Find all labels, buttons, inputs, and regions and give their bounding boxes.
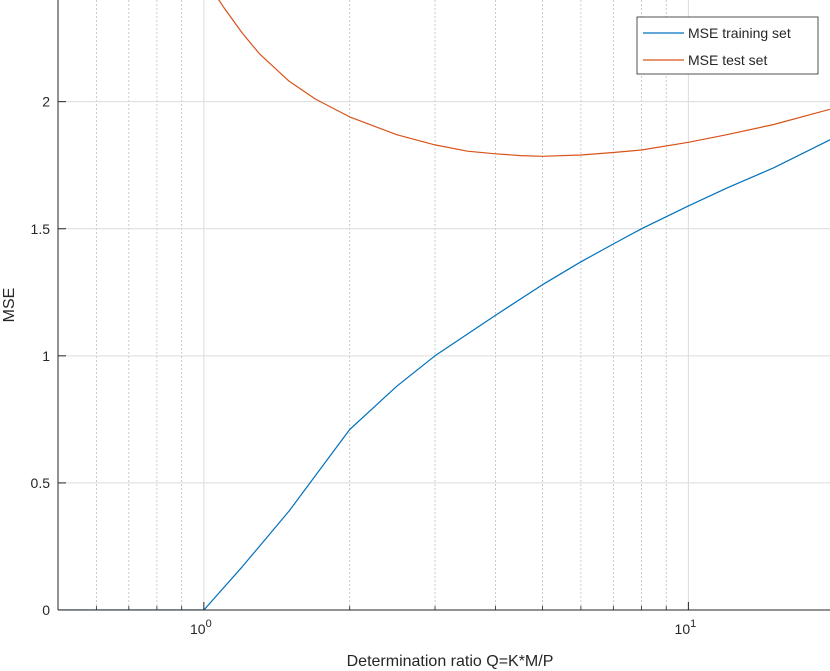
- legend-label-training: MSE training set: [688, 25, 791, 41]
- y-tick-label: 0.5: [31, 475, 51, 491]
- y-tick-label: 0: [42, 602, 50, 618]
- plot-area-background: [58, 0, 830, 610]
- axes: [57, 0, 830, 611]
- y-axis-title: MSE: [1, 288, 18, 323]
- legend-label-test: MSE test set: [688, 52, 767, 68]
- grid: [58, 0, 830, 610]
- y-tick-label: 1.5: [31, 221, 51, 237]
- x-tick-label: 100: [190, 618, 212, 637]
- series-line-training: [58, 139, 830, 610]
- series-line-test: [218, 0, 830, 157]
- tick-labels: 100 101 0 0.5 1 1.5 2: [31, 94, 697, 637]
- x-tick-label: 101: [675, 618, 697, 637]
- x-axis-title: Determination ratio Q=K*M/P: [347, 653, 554, 670]
- legend-box: [636, 16, 819, 75]
- y-tick-label: 2: [42, 94, 50, 110]
- series-lines: [58, 0, 830, 610]
- y-tick-label: 1: [42, 348, 50, 364]
- legend: MSE training set MSE test set: [636, 16, 819, 75]
